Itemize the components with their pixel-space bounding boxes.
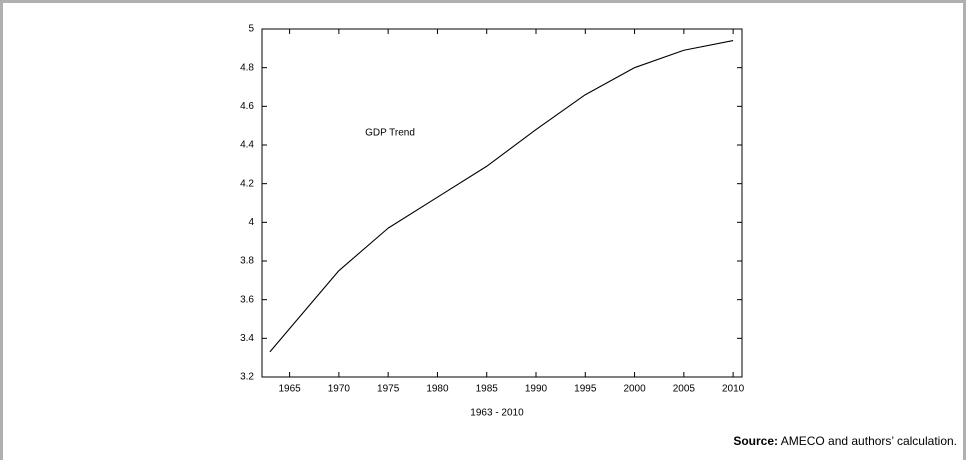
annotation: GDP Trend — [365, 128, 415, 139]
y-tick-label: 4.8 — [240, 62, 254, 73]
x-tick-label: 2010 — [722, 384, 745, 395]
source-text: AMECO and authors’ calculation. — [781, 434, 957, 448]
y-tick-label: 4.4 — [240, 140, 254, 151]
y-tick-label: 4.2 — [240, 178, 254, 189]
x-tick-label: 2000 — [623, 384, 646, 395]
source-note: Source: AMECO and authors’ calculation. — [733, 434, 957, 448]
x-tick-label: 1980 — [426, 384, 449, 395]
y-tick-label: 3.8 — [240, 256, 254, 267]
source-label: Source: — [733, 434, 778, 448]
x-tick-label: 1970 — [328, 384, 351, 395]
y-tick-label: 3.6 — [240, 294, 254, 305]
x-tick-label: 2005 — [673, 384, 696, 395]
x-tick-label: 1995 — [574, 384, 597, 395]
y-tick-label: 3.4 — [240, 333, 254, 344]
x-tick-label: 1965 — [278, 384, 301, 395]
x-tick-label: 1990 — [525, 384, 548, 395]
x-tick-label: 1975 — [377, 384, 400, 395]
plot-area — [261, 28, 743, 378]
y-tick-label: 4 — [248, 217, 254, 228]
y-tick-label: 4.6 — [240, 101, 254, 112]
y-tick-label: 5 — [248, 24, 254, 35]
y-tick-label: 3.2 — [240, 372, 254, 383]
x-tick-label: 1985 — [476, 384, 499, 395]
x-axis-label: 1963 - 2010 — [470, 408, 524, 419]
line-series — [269, 40, 734, 353]
